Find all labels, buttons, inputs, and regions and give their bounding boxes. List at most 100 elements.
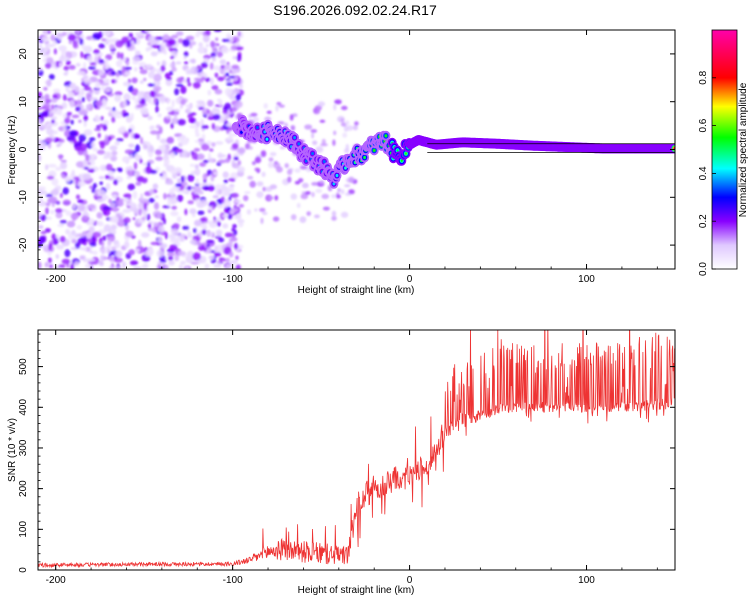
heatmap-cell: [155, 105, 159, 113]
heatmap-cell: [89, 241, 97, 247]
heatmap-cell: [145, 47, 150, 52]
heatmap-cell: [177, 38, 184, 44]
heatmap-cell: [175, 148, 184, 153]
heatmap-cell: [40, 214, 47, 222]
heatmap-cell: [141, 177, 148, 184]
heatmap-cell: [131, 77, 138, 84]
heatmap-cell: [44, 228, 51, 233]
heatmap-cell: [335, 194, 341, 199]
heatmap-cell: [49, 264, 53, 269]
heatmap-cell: [169, 188, 175, 196]
heatmap-cell: [234, 215, 242, 220]
heatmap-cell: [132, 56, 141, 62]
heatmap-marks: [38, 30, 675, 269]
heatmap-cell: [60, 56, 69, 62]
heatmap-cell: [107, 247, 111, 254]
heatmap-cell: [192, 252, 202, 261]
heatmap-cell: [263, 103, 268, 109]
heatmap-cell: [205, 30, 211, 37]
heatmap-cell: [165, 76, 172, 81]
heatmap-cell: [228, 251, 234, 258]
heatmap-cell: [115, 40, 124, 48]
heatmap-cell: [140, 137, 144, 145]
heatmap-cell: [180, 85, 187, 94]
heatmap-cell: [222, 214, 230, 218]
heatmap-cell: [216, 221, 221, 227]
heatmap-cell: [105, 58, 109, 66]
heatmap-cell: [38, 67, 43, 72]
heatmap-cell: [125, 230, 134, 238]
heatmap-cell: [153, 222, 159, 228]
heatmap-cell: [121, 65, 126, 74]
heatmap-cell: [231, 192, 239, 198]
heatmap-cell: [189, 163, 195, 167]
heatmap-cell: [121, 261, 127, 269]
heatmap-cell: [117, 127, 126, 133]
heatmap-cell: [58, 264, 66, 269]
heatmap-cell: [96, 212, 103, 219]
heatmap-cell: [221, 196, 225, 204]
heatmap-cell: [148, 197, 155, 203]
heatmap-cell: [51, 115, 58, 121]
heatmap-cell: [193, 81, 201, 89]
heatmap-cell: [89, 177, 94, 183]
heatmap-cell: [86, 258, 96, 262]
heatmap-cell: [207, 89, 212, 96]
heatmap-cell: [144, 94, 149, 102]
heatmap-cell: [213, 171, 218, 176]
heatmap-cell: [207, 206, 213, 211]
heatmap-cell: [184, 61, 189, 65]
heatmap-cell: [48, 110, 52, 116]
heatmap-cell: [287, 169, 293, 176]
heatmap-cell: [45, 62, 52, 69]
heatmap-cell: [268, 161, 274, 169]
heatmap-cell: [299, 216, 307, 224]
y-tick-label: 100: [18, 521, 29, 538]
heatmap-cell: [91, 235, 96, 243]
heatmap-cell: [209, 148, 214, 152]
heatmap-cell: [231, 143, 239, 150]
heatmap-cell: [210, 40, 216, 48]
heatmap-cell: [175, 61, 182, 65]
heatmap-cell: [274, 195, 279, 201]
heatmap-cell: [157, 225, 165, 233]
heatmap-cell: [195, 178, 199, 185]
heatmap-cell: [112, 206, 118, 213]
heatmap-cell: [167, 199, 172, 207]
x-tick-label: -100: [223, 575, 243, 586]
heatmap-cell: [98, 123, 105, 128]
heatmap-cell: [81, 215, 89, 223]
heatmap-cell: [229, 260, 238, 264]
heatmap-cell: [88, 97, 98, 101]
heatmap-cell: [176, 77, 184, 84]
heatmap-cell: [62, 94, 67, 101]
heatmap-cell: [215, 141, 224, 145]
heatmap-cell: [141, 263, 148, 269]
heatmap-cell: [116, 60, 123, 68]
heatmap-cell: [45, 207, 49, 215]
heatmap-cell: [124, 240, 130, 249]
heatmap-cell: [231, 89, 240, 94]
heatmap-cell: [58, 45, 67, 52]
heatmap-cell: [112, 107, 116, 112]
heatmap-cell: [79, 38, 84, 46]
heatmap-cell: [52, 188, 59, 196]
heatmap-cell: [185, 35, 195, 41]
colorbar: 0.0 0.2 0.4 0.6 0.8 Normalized spectral ampl…: [698, 29, 749, 276]
heatmap-cell: [197, 242, 202, 247]
heatmap-cell: [92, 147, 98, 152]
heatmap-cell: [82, 173, 92, 181]
colorbar-tick-label: 0.6: [698, 118, 709, 132]
heatmap-cell: [62, 187, 69, 195]
heatmap-cell: [174, 88, 180, 96]
heatmap-cell: [123, 81, 131, 87]
heatmap-cell: [103, 156, 108, 160]
heatmap-cell: [209, 62, 214, 70]
heatmap-cell: [44, 93, 50, 101]
heatmap-cell: [158, 126, 163, 134]
heatmap-cell: [234, 199, 242, 204]
heatmap-cell: [166, 136, 175, 144]
heatmap-cell: [344, 184, 351, 188]
heatmap-cell: [123, 66, 132, 70]
